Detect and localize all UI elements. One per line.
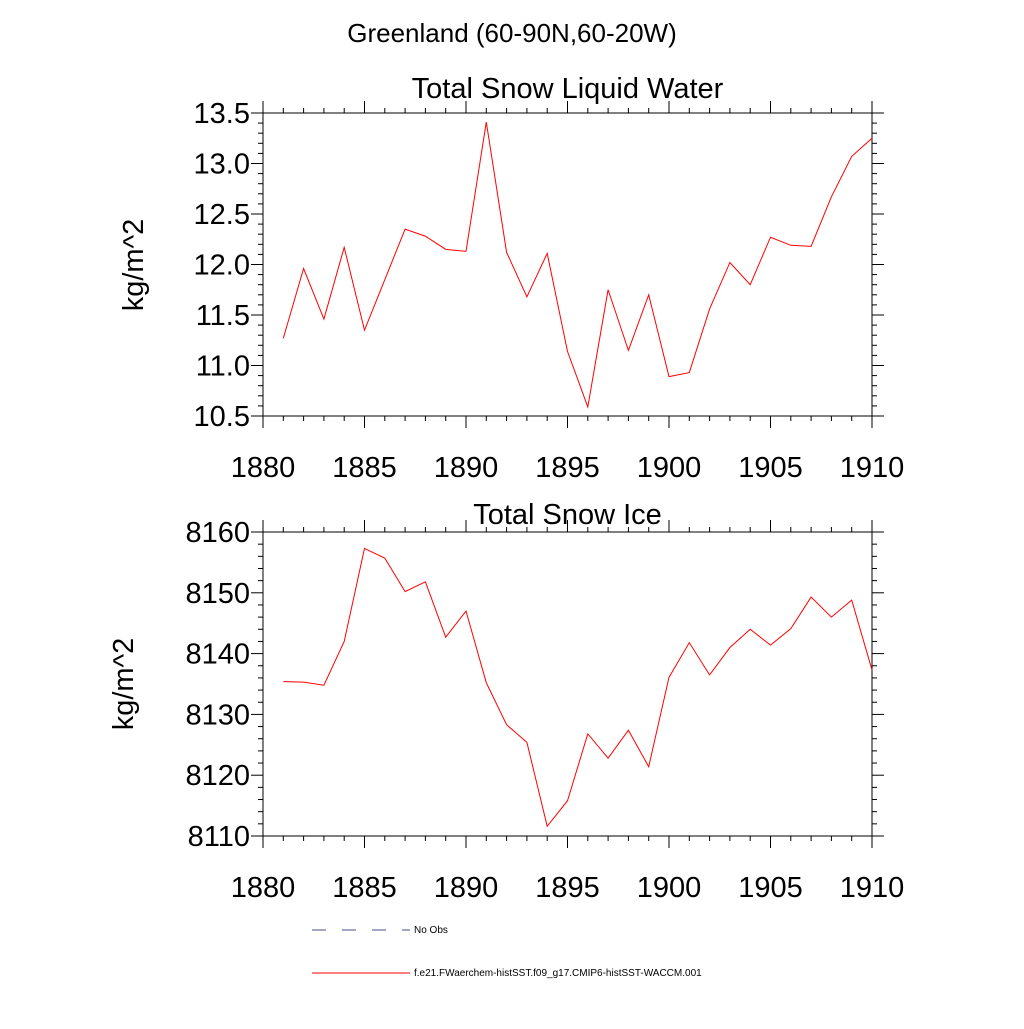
x-tick-label: 1885 (332, 452, 397, 484)
legend: No Obs f.e21.FWaerchem-histSST.f09_g17.C… (312, 925, 702, 979)
x-tick-label: 1890 (434, 872, 499, 904)
x-tick-label: 1895 (535, 872, 600, 904)
x-tick-label: 1880 (231, 452, 296, 484)
y-tick-label: 12.5 (194, 199, 250, 231)
x-tick-label: 1910 (840, 872, 905, 904)
legend-model-label: f.e21.FWaerchem-histSST.f09_g17.CMIP6-hi… (414, 968, 702, 979)
figure-title: Greenland (60-90N,60-20W) (347, 18, 677, 48)
x-tick-label: 1910 (840, 452, 905, 484)
y-tick-label: 13.0 (194, 149, 250, 181)
x-tick-label: 1900 (637, 452, 702, 484)
y-axis-label: kg/m^2 (118, 219, 150, 312)
y-tick-label: 8120 (185, 760, 250, 792)
y-axis-label: kg/m^2 (108, 638, 140, 731)
x-tick-label: 1885 (332, 872, 397, 904)
x-tick-label: 1895 (535, 452, 600, 484)
x-tick-label: 1905 (738, 872, 803, 904)
x-tick-label: 1905 (738, 452, 803, 484)
y-tick-label: 8160 (185, 517, 250, 549)
y-tick-label: 13.5 (194, 98, 250, 130)
series-line (283, 547, 873, 828)
series-line (282, 122, 873, 409)
x-tick-label: 1900 (637, 872, 702, 904)
x-tick-label: 1890 (434, 452, 499, 484)
plot-frame (262, 531, 873, 837)
y-tick-label: 10.5 (194, 401, 250, 433)
panel-title: Total Snow Liquid Water (412, 73, 724, 105)
y-tick-label: 8150 (185, 578, 250, 610)
y-tick-label: 11.5 (196, 300, 250, 332)
panel-snow-liquid-water: Total Snow Liquid Water kg/m^2 1880 1885 189… (118, 73, 904, 484)
legend-obs-label: No Obs (414, 925, 448, 936)
y-tick-label: 11.0 (196, 351, 250, 383)
plot-frame (262, 112, 873, 417)
y-tick-label: 8140 (185, 639, 250, 671)
y-tick-label: 12.0 (194, 250, 250, 282)
x-tick-label: 1880 (231, 872, 296, 904)
y-tick-label: 8110 (188, 821, 250, 853)
y-tick-label: 8130 (185, 699, 250, 731)
